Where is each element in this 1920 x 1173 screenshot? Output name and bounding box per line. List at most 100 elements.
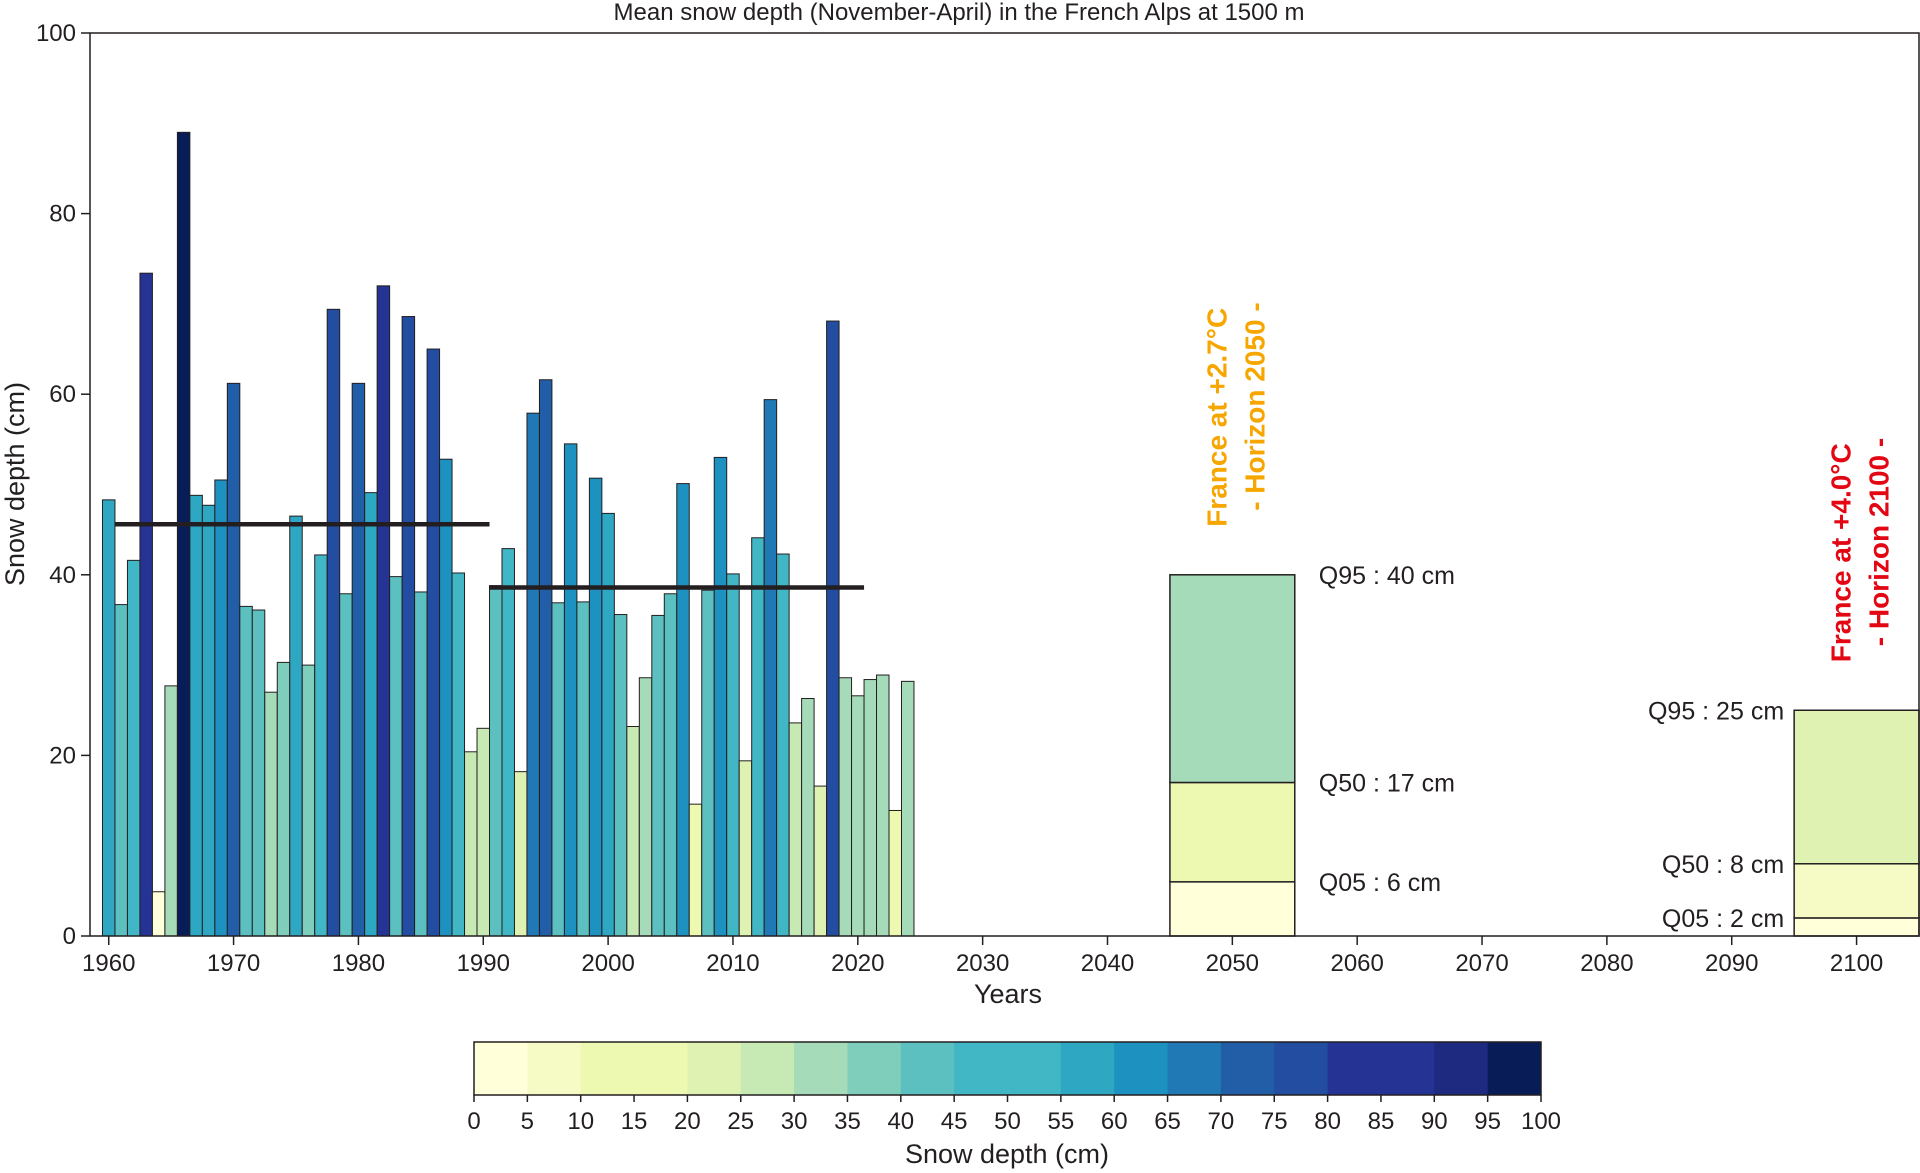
period-mean-lines <box>114 521 865 590</box>
bar-2023 <box>888 809 903 937</box>
bar-1978 <box>326 308 341 937</box>
bar-1984 <box>401 316 416 937</box>
bar-1976 <box>301 664 316 937</box>
bar-1980 <box>351 382 366 937</box>
colorbar-swatch-70 <box>1220 1042 1275 1095</box>
bar-1998 <box>576 601 590 937</box>
bar-2010 <box>726 573 740 937</box>
bar-1990 <box>476 727 490 937</box>
colorbar-swatch-45 <box>954 1042 1008 1095</box>
x-tick-label-2050: 2050 <box>1206 950 1259 977</box>
bar-1965 <box>164 685 178 937</box>
y-tick-label-80: 80 <box>49 201 76 228</box>
scenario-2100-q50-box <box>1793 863 1920 919</box>
bar-2000 <box>601 512 615 937</box>
bar-1986 <box>426 348 441 937</box>
bar-1974 <box>276 661 291 937</box>
scenario-2050-q95-label: Q95 : 40 cm <box>1319 562 1455 590</box>
bar-1981 <box>364 492 378 937</box>
bar-1993 <box>513 771 528 937</box>
colorbar-swatch-65 <box>1167 1042 1222 1095</box>
bar-1982 <box>376 285 391 937</box>
bar-2019 <box>838 677 853 937</box>
bar-2022 <box>876 674 890 937</box>
bar-2017 <box>813 785 828 937</box>
x-tick-label-2080: 2080 <box>1580 950 1633 977</box>
bar-1968 <box>201 504 216 937</box>
bar-1994 <box>526 412 540 937</box>
colorbar-swatch-90 <box>1434 1042 1489 1095</box>
colorbar-swatch-0 <box>474 1042 528 1095</box>
bar-1995 <box>538 379 553 937</box>
bar-1989 <box>464 751 478 937</box>
colorbar: 0 5 10 15 20 25 30 35 40 45 50 55 60 65 70 75 80 85 90 95 10… <box>467 1041 1561 1135</box>
x-tick-label-2070: 2070 <box>1455 950 1508 977</box>
colorbar-tick-label-85: 85 <box>1368 1108 1395 1135</box>
bar-1977 <box>314 554 328 937</box>
colorbar-tick-label-30: 30 <box>781 1108 808 1135</box>
colorbar-tick-label-100: 100 <box>1521 1108 1561 1135</box>
scenario-2100-q50-label: Q50 : 8 cm <box>1662 851 1784 879</box>
bar-2012 <box>751 537 765 937</box>
bar-2014 <box>776 553 790 937</box>
colorbar-swatch-10 <box>580 1042 635 1095</box>
bar-1970 <box>226 382 241 937</box>
bar-1992 <box>501 548 515 937</box>
colorbar-swatch-75 <box>1274 1042 1329 1095</box>
scenario-2100-q95-box <box>1793 709 1920 865</box>
colorbar-tick-label-35: 35 <box>834 1108 861 1135</box>
colorbar-tick-label-65: 65 <box>1154 1108 1181 1135</box>
colorbar-title: Snow depth (cm) <box>905 1139 1109 1169</box>
bar-1985 <box>414 591 428 937</box>
colorbar-tick-label-50: 50 <box>994 1108 1021 1135</box>
scenario-2100-q95-label: Q95 : 25 cm <box>1648 697 1784 725</box>
x-tick-label-2000: 2000 <box>581 950 634 977</box>
colorbar-swatch-35 <box>847 1042 902 1095</box>
x-tick-label-2040: 2040 <box>1081 950 1134 977</box>
bar-1979 <box>339 593 353 937</box>
bar-1961 <box>114 604 128 937</box>
bar-2011 <box>738 760 753 937</box>
colorbar-tick-label-40: 40 <box>887 1108 914 1135</box>
scenario-2100-warming-label: France at +4.0°C <box>1826 443 1857 662</box>
x-tick-label-1970: 1970 <box>207 950 260 977</box>
bar-2021 <box>863 679 878 937</box>
colorbar-swatch-15 <box>634 1042 688 1095</box>
bar-2003 <box>638 677 653 937</box>
colorbar-tick-label-80: 80 <box>1314 1108 1341 1135</box>
bar-1964 <box>151 891 166 937</box>
bar-2001 <box>613 614 628 937</box>
colorbar-tick-label-70: 70 <box>1208 1108 1235 1135</box>
x-tick-label-2100: 2100 <box>1830 950 1883 977</box>
bar-1975 <box>289 515 303 937</box>
colorbar-tick-label-60: 60 <box>1101 1108 1128 1135</box>
bar-2016 <box>801 698 815 937</box>
colorbar-swatch-85 <box>1380 1042 1435 1095</box>
colorbar-swatch-95 <box>1487 1042 1542 1095</box>
scenario-2050-warming-label: France at +2.7°C <box>1201 308 1232 527</box>
colorbar-tick-label-5: 5 <box>521 1108 534 1135</box>
colorbar-tick-label-90: 90 <box>1421 1108 1448 1135</box>
bar-group <box>101 131 915 937</box>
scenario-2050-q95-box <box>1169 574 1296 784</box>
x-axis-title: Years <box>974 979 1042 1009</box>
scenario-2050-q05-label: Q05 : 6 cm <box>1319 869 1441 897</box>
bar-1996 <box>551 602 565 937</box>
x-tick-label-2060: 2060 <box>1330 950 1383 977</box>
bar-2009 <box>713 456 728 937</box>
colorbar-tick-label-55: 55 <box>1047 1108 1074 1135</box>
bar-1966 <box>176 131 191 937</box>
colorbar-swatch-25 <box>740 1042 795 1095</box>
colorbar-tick-label-0: 0 <box>467 1108 480 1135</box>
colorbar-swatch-55 <box>1060 1042 1115 1095</box>
bar-2013 <box>763 399 778 937</box>
x-axis: 1960 1970 1980 1990 2000 2010 2020 2030 2040 2050… <box>82 936 1883 977</box>
y-tick-label-20: 20 <box>49 742 76 769</box>
scenario-2050-horizon-label: - Horizon 2050 - <box>1239 302 1270 510</box>
scenario-2050-q50-label: Q50 : 17 cm <box>1319 769 1455 797</box>
x-tick-label-2030: 2030 <box>956 950 1009 977</box>
bar-1973 <box>264 691 278 937</box>
bar-1987 <box>439 458 453 937</box>
bar-1991 <box>489 585 503 937</box>
